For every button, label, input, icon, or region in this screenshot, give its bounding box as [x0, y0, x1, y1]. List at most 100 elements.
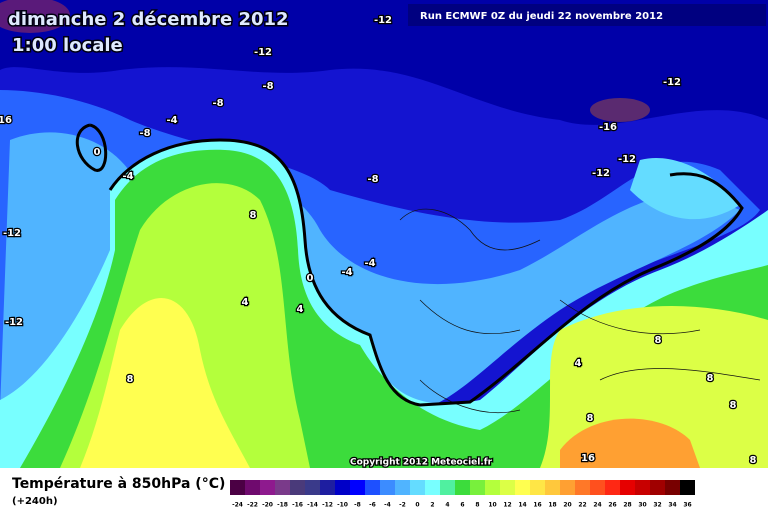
- contour-label: 8: [587, 413, 594, 424]
- colorbar-tick-label: 4: [445, 502, 449, 509]
- contour-label: -4: [122, 171, 133, 182]
- color-swatch: [380, 480, 395, 495]
- colorbar-tick-label: 30: [638, 502, 646, 509]
- contour-label: 16: [0, 115, 12, 126]
- color-swatch: [590, 480, 605, 495]
- contour-label: 0: [307, 273, 314, 284]
- color-swatch: [515, 480, 530, 495]
- color-swatch: [620, 480, 635, 495]
- legend-title: Température à 850hPa (°C): [12, 476, 225, 492]
- color-swatch: [350, 480, 365, 495]
- contour-label: -12: [3, 228, 21, 239]
- color-swatch: [485, 480, 500, 495]
- contour-label: 8: [655, 335, 662, 346]
- contour-label: 8: [707, 373, 714, 384]
- colorbar-tick-label: 28: [623, 502, 631, 509]
- run-box: [408, 4, 766, 26]
- contour-labels: -12 -12 -8 -8 -4 -8 16 0 -4 8 -12 -12 0 -4 -4 4 4 -8 -12 -1…: [0, 14, 758, 468]
- colorbar-tick-label: -18: [277, 502, 288, 509]
- color-swatch: [275, 480, 290, 495]
- colorbar-tick-label: -4: [384, 502, 391, 509]
- colorbar-tick-label: 2: [430, 502, 434, 509]
- map-title: dimanche 2 décembre 2012: [8, 9, 289, 30]
- copyright: Copyright 2012 Meteociel.fr: [350, 458, 493, 468]
- colorbar-tick-label: 24: [593, 502, 601, 509]
- color-swatch: [320, 480, 335, 495]
- color-swatch: [260, 480, 275, 495]
- colorbar-tick-label: 14: [518, 502, 526, 509]
- color-swatch: [425, 480, 440, 495]
- color-swatch: [680, 480, 695, 495]
- color-swatch: [440, 480, 455, 495]
- color-swatch: [245, 480, 260, 495]
- color-swatch: [635, 480, 650, 495]
- contour-label: -8: [262, 81, 273, 92]
- contour-label: -8: [212, 98, 223, 109]
- map-subtitle: 1:00 locale: [12, 35, 123, 56]
- contour-label: -4: [364, 258, 375, 269]
- contour-label: -12: [374, 15, 392, 26]
- colorbar-tick-label: 10: [488, 502, 496, 509]
- colorbar-tick-label: 36: [683, 502, 691, 509]
- contour-label: -12: [592, 168, 610, 179]
- colorbar-tick-label: -10: [337, 502, 348, 509]
- colorbar-tick-label: -16: [292, 502, 303, 509]
- color-swatch: [560, 480, 575, 495]
- colorbar-tick-label: -24: [232, 502, 243, 509]
- colorbar-tick-label: -14: [307, 502, 318, 509]
- colorbar-tick-label: 16: [533, 502, 541, 509]
- colorbar-tick-label: -6: [369, 502, 376, 509]
- color-swatch: [335, 480, 350, 495]
- color-swatch: [395, 480, 410, 495]
- color-swatch: [290, 480, 305, 495]
- colorbar-tick-label: 6: [460, 502, 464, 509]
- contour-label: 16: [581, 453, 595, 464]
- colorbar-tick-label: 0: [415, 502, 419, 509]
- contour-label: 4: [297, 304, 304, 315]
- colorbar-tick-label: 8: [475, 502, 479, 509]
- contour-label: 4: [242, 297, 249, 308]
- color-swatch: [305, 480, 320, 495]
- contour-label: 0: [94, 147, 101, 158]
- colorbar-tick-label: 12: [503, 502, 511, 509]
- contour-label: 4: [575, 358, 582, 369]
- contour-label: -16: [599, 122, 617, 133]
- coastlines: [399, 208, 761, 414]
- colorbar: -24 -22 -20 -18 -16 -14 -12 -10 -8 -6 -4 -2 0 2 4 6 8 10 1…: [230, 480, 695, 509]
- color-swatch: [365, 480, 380, 495]
- contour-label: -12: [663, 77, 681, 88]
- map-background: [0, 0, 768, 468]
- color-swatch: [410, 480, 425, 495]
- contour-label: -12: [5, 317, 23, 328]
- color-swatch: [470, 480, 485, 495]
- colorbar-tick-label: 34: [668, 502, 676, 509]
- contour-label: -12: [254, 47, 272, 58]
- colorbar-tick-label: 26: [608, 502, 616, 509]
- color-swatch: [605, 480, 620, 495]
- contour-label: 8: [730, 400, 737, 411]
- colorbar-tick-label: 22: [578, 502, 586, 509]
- contour-label: -8: [139, 128, 150, 139]
- color-swatch: [650, 480, 665, 495]
- colorbar-tick-label: -8: [354, 502, 361, 509]
- colorbar-tick-label: 20: [563, 502, 571, 509]
- color-swatch: [455, 480, 470, 495]
- colorbar-tick-label: -12: [322, 502, 333, 509]
- contour-label: -4: [341, 267, 352, 278]
- run-info: Run ECMWF 0Z du jeudi 22 novembre 2012: [420, 11, 663, 22]
- contour-label: -12: [618, 154, 636, 165]
- color-swatch: [575, 480, 590, 495]
- colorbar-tick-label: -2: [399, 502, 406, 509]
- color-swatch: [665, 480, 680, 495]
- colorbar-tick-label: 32: [653, 502, 661, 509]
- contour-label: 8: [250, 210, 257, 221]
- contour-label: -4: [166, 115, 177, 126]
- contour-label: -8: [367, 174, 378, 185]
- color-swatch: [530, 480, 545, 495]
- color-swatch: [500, 480, 515, 495]
- colorbar-tick-label: -20: [262, 502, 273, 509]
- lead-time: (+240h): [12, 496, 58, 507]
- color-swatch: [545, 480, 560, 495]
